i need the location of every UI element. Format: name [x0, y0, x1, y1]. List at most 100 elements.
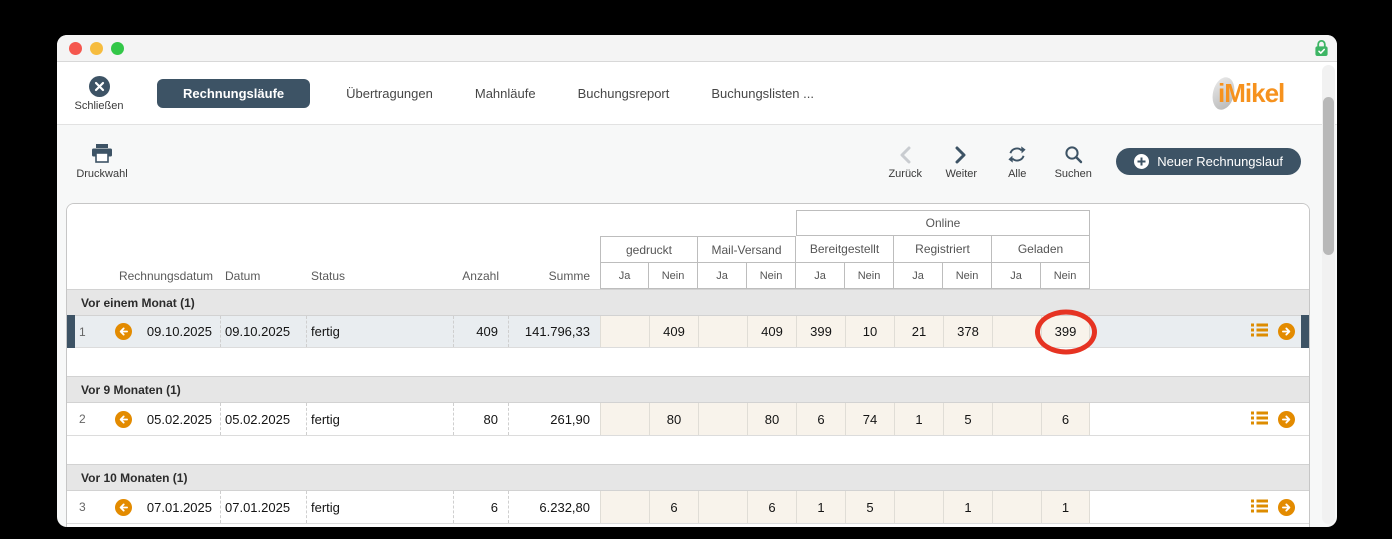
zurueck-button[interactable]: Zurück: [878, 144, 932, 180]
cell-summe: 261,90: [550, 411, 590, 427]
cell-status: fertig: [307, 403, 454, 435]
cell-rechnungsdatum: 07.01.2025: [145, 491, 221, 523]
neuer-rechnungslauf-button[interactable]: Neuer Rechnungslauf: [1116, 148, 1301, 175]
cell-anzahl: 80: [454, 403, 509, 435]
table-row-1[interactable]: 1 09.10.2025 09.10.2025 fertig 409 141.7…: [67, 309, 1309, 354]
go-to-record-icon[interactable]: [1278, 410, 1295, 428]
row-number: 3: [79, 500, 86, 514]
cell-status: fertig: [307, 491, 454, 523]
weiter-button[interactable]: Weiter: [934, 144, 988, 180]
column-header-gedruckt-nein: Nein: [649, 263, 698, 289]
scrollbar-thumb[interactable]: [1323, 97, 1334, 255]
druckwahl-label: Druckwahl: [76, 167, 128, 180]
cell-mail-ja: [698, 491, 747, 523]
list-detail-icon[interactable]: [1251, 499, 1268, 516]
cell-rechnungsdatum: 05.02.2025: [145, 403, 221, 435]
minimize-window-button[interactable]: [90, 42, 103, 55]
cell-bereitgestellt-ja: 1: [796, 491, 845, 523]
column-header-registriert-nein: Nein: [943, 263, 992, 289]
row-open-arrow-icon[interactable]: [114, 498, 132, 516]
list-detail-icon[interactable]: [1251, 411, 1268, 428]
cell-datum: 09.10.2025: [221, 316, 307, 347]
cell-status: fertig: [307, 316, 454, 347]
column-header-registriert-ja: Ja: [894, 263, 943, 289]
table-header: Online gedruckt Mail-Versand Bereitgeste…: [67, 204, 1309, 289]
column-header-status: Status: [311, 269, 346, 283]
cell-gedruckt-ja: [600, 316, 649, 347]
cell-mail-nein: 6: [747, 491, 796, 523]
group-gap: [67, 348, 1309, 376]
refresh-icon: [1007, 144, 1027, 164]
row-expand-cell: [101, 316, 145, 347]
alle-button[interactable]: Alle: [990, 144, 1044, 180]
cell-geladen-nein: 399: [1034, 309, 1097, 354]
close-window-button[interactable]: [69, 42, 82, 55]
column-header-mail-nein: Nein: [747, 263, 796, 289]
cell-bereitgestellt-nein: 5: [845, 491, 894, 523]
column-group-mail-versand: Mail-Versand: [698, 236, 796, 263]
cell-geladen-ja: [992, 316, 1041, 347]
list-detail-icon[interactable]: [1251, 323, 1268, 340]
cell-registriert-nein: 378: [943, 316, 992, 347]
tab-buchungsreport[interactable]: Buchungsreport: [577, 85, 670, 101]
table-row-2[interactable]: 2 05.02.2025 05.02.2025 fertig 80 261,90…: [67, 403, 1309, 436]
section-header-vor-einem-monat: Vor einem Monat (1): [67, 289, 1309, 316]
column-group-gedruckt: gedruckt: [600, 236, 698, 263]
printer-icon: [91, 143, 113, 164]
row-number: 1: [79, 324, 86, 339]
rechnungslaeufe-table: Online gedruckt Mail-Versand Bereitgeste…: [66, 203, 1310, 527]
weiter-label: Weiter: [945, 167, 978, 180]
zurueck-label: Zurück: [888, 167, 923, 180]
alle-label: Alle: [1008, 167, 1027, 180]
cell-anzahl: 409: [454, 316, 509, 347]
row-open-arrow-icon[interactable]: [114, 323, 132, 340]
cell-mail-ja: [698, 316, 747, 347]
column-header-datum: Datum: [225, 269, 261, 283]
cell-gedruckt-ja: [600, 491, 649, 523]
column-header-bereitgestellt-ja: Ja: [796, 263, 845, 289]
cell-registriert-ja: 21: [894, 316, 943, 347]
tab-uebertragungen[interactable]: Übertragungen: [346, 85, 433, 101]
close-button-label: Schließen: [74, 100, 124, 112]
cell-registriert-ja: 1: [894, 403, 943, 435]
traffic-lights: [69, 42, 124, 55]
row-actions: [1090, 403, 1309, 435]
druckwahl-button[interactable]: Druckwahl: [73, 143, 131, 180]
column-header-geladen-nein: Nein: [1041, 263, 1090, 289]
row-expand-cell: [101, 491, 145, 523]
cell-bereitgestellt-ja: 399: [796, 316, 845, 347]
column-header-anzahl: Anzahl: [462, 269, 499, 283]
cell-bereitgestellt-nein: 10: [845, 316, 894, 347]
action-bar: Druckwahl Zurück Weiter: [57, 125, 1337, 198]
tab-rechnungslaeufe[interactable]: Rechnungsläufe: [157, 78, 311, 108]
column-group-online: Online: [796, 210, 1090, 236]
close-button[interactable]: Schließen: [57, 76, 141, 112]
app-logo: iMikel: [1209, 74, 1303, 113]
row-open-arrow-icon[interactable]: [114, 410, 132, 428]
cell-registriert-nein: 1: [943, 491, 992, 523]
column-header-summe: Summe: [548, 269, 590, 283]
column-header-gedruckt-ja: Ja: [600, 263, 649, 289]
neuer-rechnungslauf-label: Neuer Rechnungslauf: [1157, 154, 1283, 169]
tab-buchungslisten[interactable]: Buchungslisten ...: [711, 85, 814, 101]
cell-summe: 141.796,33: [524, 324, 590, 339]
tab-mahnlaeufe[interactable]: Mahnläufe: [474, 85, 536, 101]
row-actions: [1090, 316, 1309, 347]
table-row-3[interactable]: 3 07.01.2025 07.01.2025 fertig 6 6.232,8…: [67, 491, 1309, 524]
cell-gedruckt-nein: 80: [649, 403, 698, 435]
column-header-geladen-ja: Ja: [992, 263, 1041, 289]
go-to-record-icon[interactable]: [1278, 498, 1295, 516]
zoom-window-button[interactable]: [111, 42, 124, 55]
cell-datum: 07.01.2025: [221, 491, 307, 523]
cell-bereitgestellt-ja: 6: [796, 403, 845, 435]
go-to-record-icon[interactable]: [1278, 323, 1295, 340]
search-icon: [1064, 144, 1083, 164]
cell-gedruckt-ja: [600, 403, 649, 435]
suchen-button[interactable]: Suchen: [1046, 144, 1100, 180]
cell-anzahl: 6: [454, 491, 509, 523]
row-number: 2: [79, 412, 86, 426]
suchen-label: Suchen: [1054, 167, 1092, 180]
close-circle-icon: [88, 76, 110, 97]
app-window: Schließen Rechnungsläufe Übertragungen M…: [57, 35, 1337, 527]
row-actions: [1090, 491, 1309, 523]
